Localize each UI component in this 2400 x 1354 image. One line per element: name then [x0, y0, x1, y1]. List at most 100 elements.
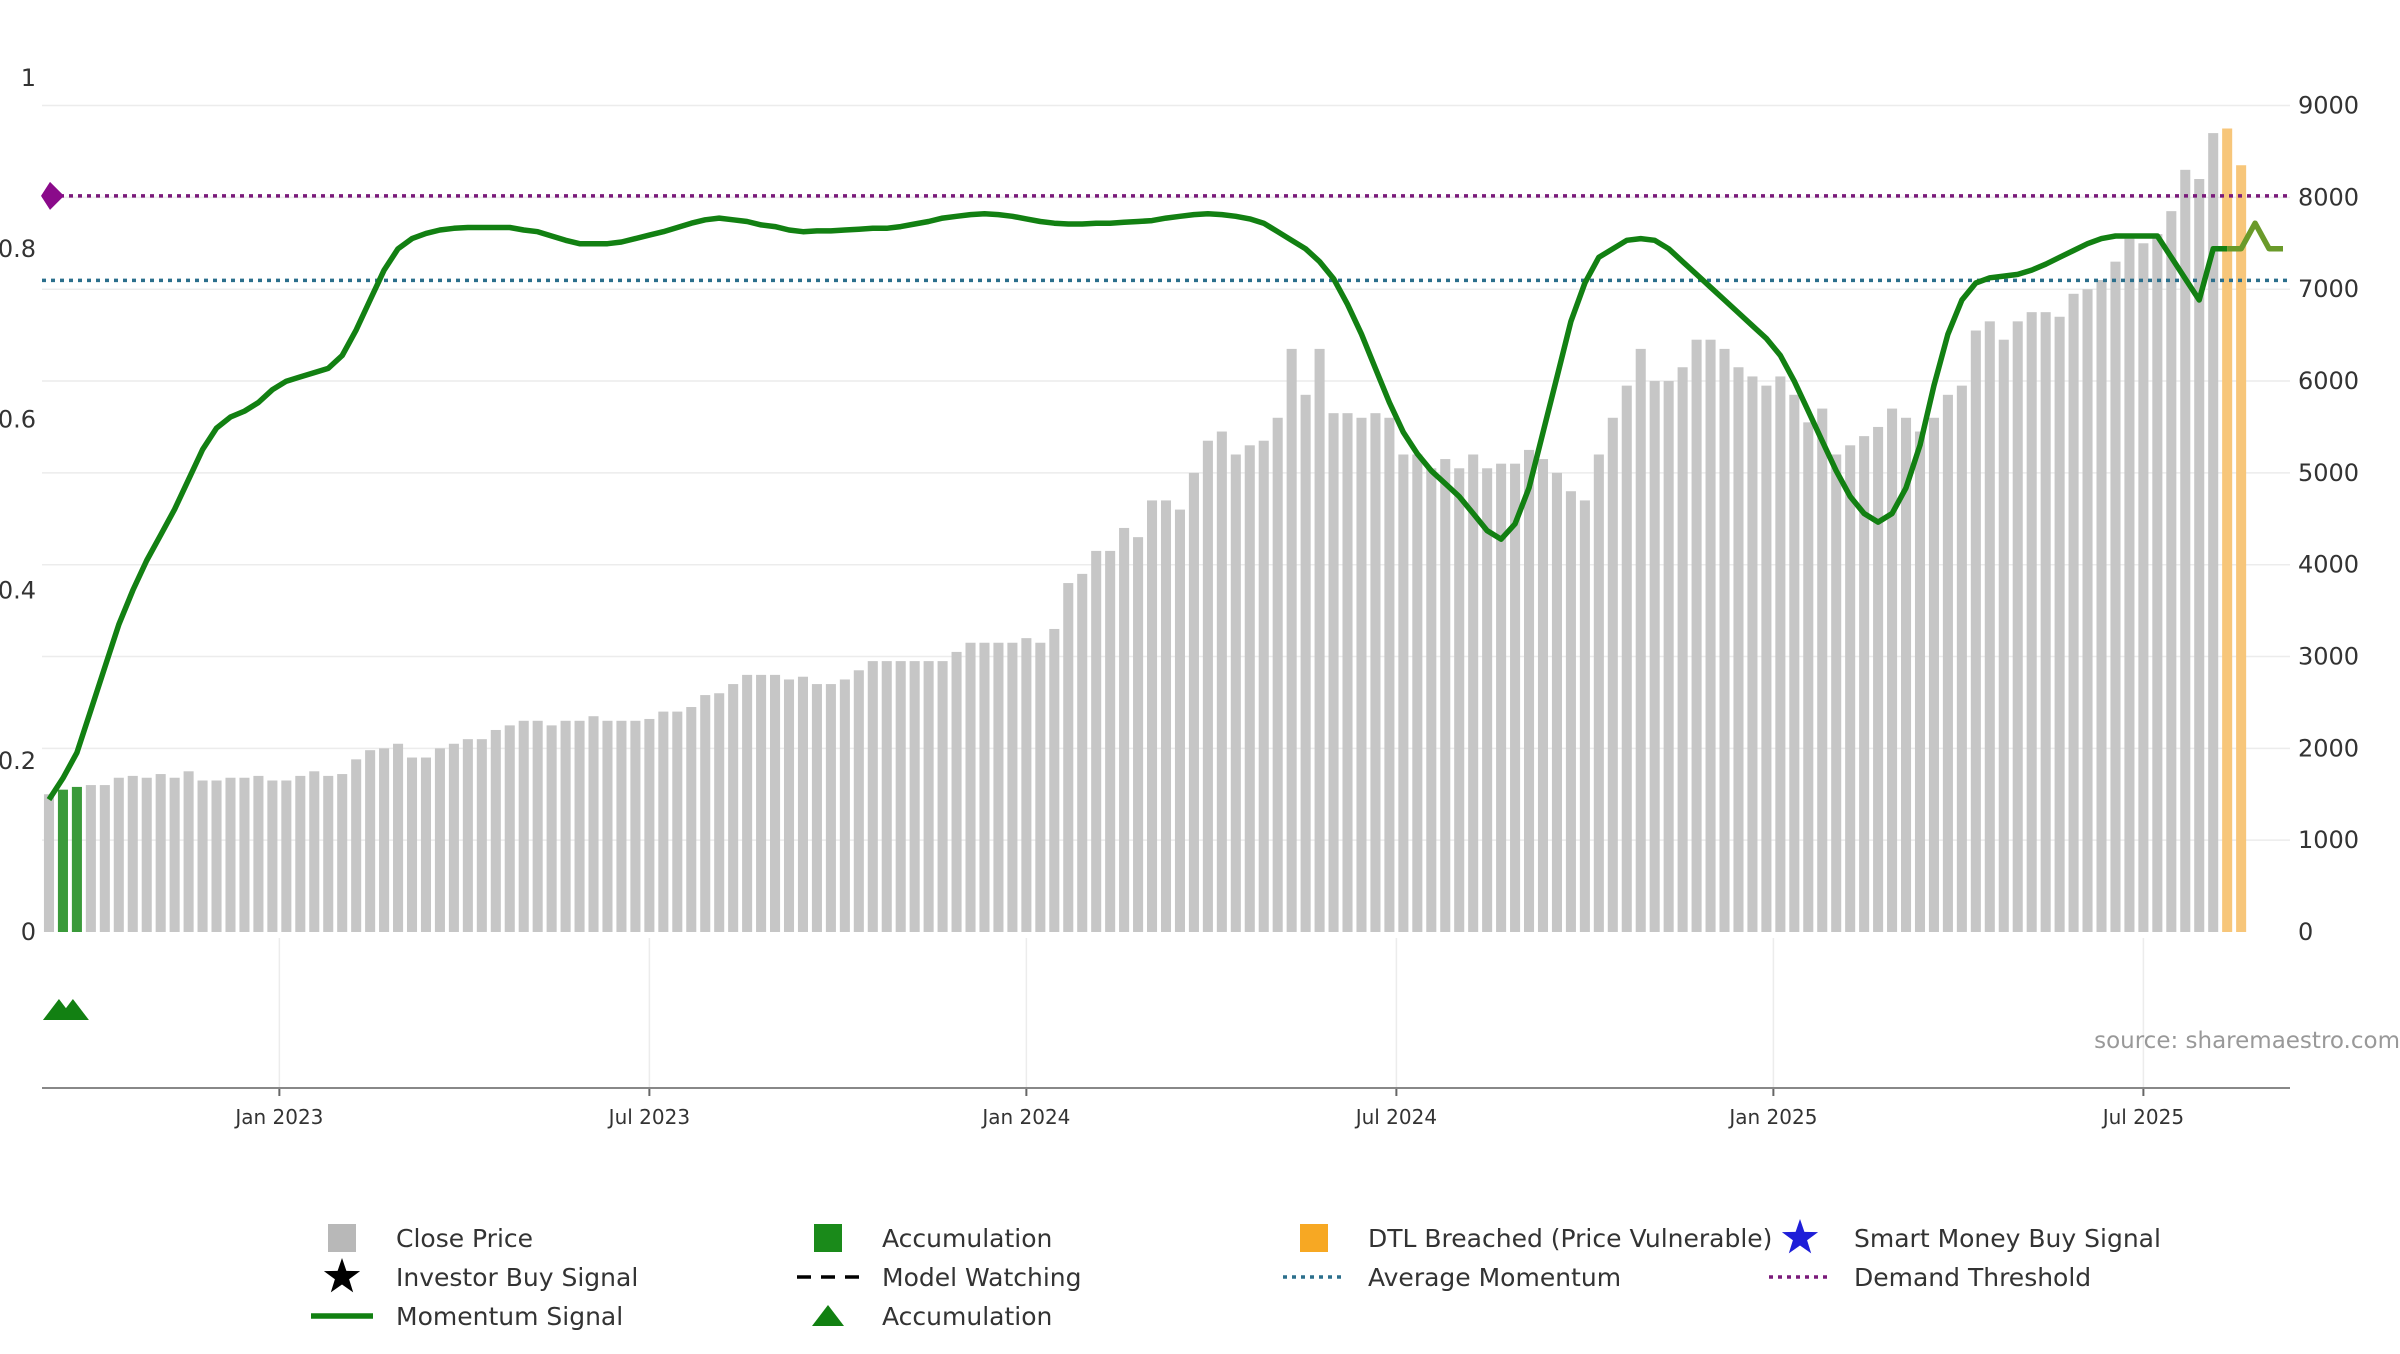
close-price-bar: [1077, 573, 1088, 932]
close-price-bar: [1761, 385, 1772, 932]
dtl-breached-bar: [2222, 128, 2233, 932]
legend-triangle-icon: [812, 1305, 844, 1326]
close-price-bar: [700, 695, 711, 932]
source-label: source: sharemaestro.com: [2094, 1028, 2400, 1054]
close-price-bar: [141, 777, 152, 932]
close-price-bar: [867, 661, 878, 932]
close-price-bar: [993, 642, 1004, 932]
close-price-bar: [351, 759, 362, 932]
right-tick-label: 1000: [2298, 826, 2359, 854]
close-price-bar: [714, 693, 725, 932]
close-price-bar: [211, 780, 222, 932]
legend-label: Model Watching: [882, 1263, 1082, 1292]
close-price-bar: [1942, 394, 1953, 932]
close-price-bar: [1733, 367, 1744, 932]
close-price-bar: [1468, 454, 1479, 932]
close-price-bar: [1537, 459, 1549, 932]
legend-item: Momentum Signal: [311, 1302, 623, 1331]
legend-item: Average Momentum: [1283, 1263, 1621, 1292]
close-price-bar: [2110, 261, 2121, 933]
legend-item: Smart Money Buy Signal: [1781, 1219, 2161, 1254]
close-price-bar: [1049, 628, 1060, 932]
close-price-bar: [1845, 445, 1856, 932]
legend-label: Accumulation: [882, 1224, 1052, 1253]
close-price-bar: [616, 720, 627, 932]
close-price-bar: [1370, 413, 1381, 932]
close-price-bar: [1035, 642, 1046, 932]
close-price-bar: [1984, 321, 1995, 932]
legend-item: Demand Threshold: [1769, 1263, 2091, 1292]
left-tick-label: 0.4: [0, 576, 36, 604]
close-price-bar: [1384, 417, 1395, 932]
close-price-bar: [1021, 638, 1032, 932]
close-price-bar: [490, 729, 501, 932]
legend-item: Investor Buy Signal: [323, 1258, 638, 1293]
close-price-bar: [546, 725, 557, 932]
close-price-bar: [672, 711, 683, 932]
legend-item: Close Price: [328, 1224, 533, 1253]
close-price-bar: [476, 739, 487, 932]
close-price-bar: [2082, 289, 2093, 932]
legend-star-icon: [323, 1258, 361, 1293]
close-price-bar: [979, 642, 990, 932]
close-price-bar: [1803, 422, 1814, 932]
close-price-bar: [1426, 468, 1437, 932]
close-price-bar: [532, 720, 543, 932]
close-price-bar: [1873, 426, 1884, 932]
close-price-bar: [99, 785, 110, 932]
close-price-bar: [393, 743, 404, 932]
close-price-bar: [1900, 417, 1912, 932]
close-price-bar: [1789, 394, 1800, 932]
momentum-signal-line: [46, 211, 2228, 802]
close-price-bar: [1174, 509, 1185, 932]
close-price-bar: [239, 777, 250, 932]
left-tick-label: 0.8: [0, 235, 36, 263]
close-price-bar: [1105, 550, 1116, 932]
close-price-bar: [2194, 179, 2205, 933]
close-price-bar: [434, 748, 445, 932]
close-price-bar: [2124, 238, 2135, 933]
close-price-bar: [1091, 550, 1102, 932]
x-tick-label: Jan 2024: [980, 1105, 1070, 1129]
legend-swatch-square: [328, 1224, 356, 1252]
close-price-bar: [756, 674, 767, 932]
legend-label: Demand Threshold: [1854, 1263, 2091, 1292]
close-price-bar: [365, 750, 376, 932]
legend-label: DTL Breached (Price Vulnerable): [1368, 1224, 1772, 1253]
close-price-bar: [588, 716, 599, 932]
close-price-bar: [1579, 500, 1590, 932]
close-price-bar: [1887, 408, 1898, 932]
close-price-bar: [602, 720, 613, 932]
close-price-bar: [1524, 449, 1535, 932]
legend-item: Accumulation: [812, 1302, 1052, 1331]
close-price-bar: [1412, 454, 1423, 932]
close-price-bar: [169, 777, 180, 932]
close-price-bar: [1398, 454, 1409, 932]
axes: 0 0.2 0.4 0.6 0.8 1 0 1000 2000 3000 4000 5000 6000 7…: [0, 64, 2359, 946]
close-price-bar: [1677, 367, 1688, 932]
close-price-bar: [2152, 234, 2163, 932]
close-price-bar: [1607, 417, 1618, 932]
close-price-bar: [783, 679, 795, 932]
close-price-bar: [965, 642, 976, 932]
close-price-bar: [1356, 417, 1367, 932]
close-price-bar: [1831, 454, 1842, 932]
close-price-bar: [909, 661, 920, 932]
close-price-bar: [658, 711, 669, 932]
close-price-bar: [267, 780, 278, 932]
close-price-bar: [839, 679, 850, 932]
x-tick-label: Jan 2023: [233, 1105, 323, 1129]
close-price-bar: [770, 674, 781, 932]
right-tick-label: 3000: [2298, 643, 2359, 671]
close-price-bar: [127, 775, 138, 932]
close-price-bar: [155, 774, 166, 932]
legend-label: Accumulation: [882, 1302, 1052, 1331]
close-price-bar: [183, 771, 194, 932]
accumulation-bar: [57, 789, 68, 932]
close-price-bar: [1202, 440, 1213, 932]
reference-lines: [41, 181, 2290, 283]
close-price-bar: [462, 739, 473, 932]
dtl-breached-bar: [2236, 165, 2247, 932]
close-price-bar: [895, 661, 906, 932]
right-tick-label: 2000: [2298, 734, 2359, 762]
